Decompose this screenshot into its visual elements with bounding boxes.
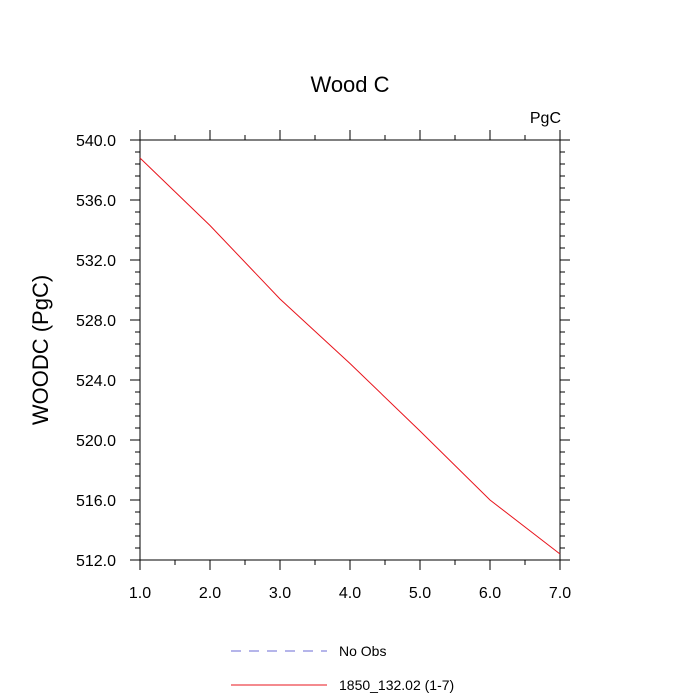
y-tick-label: 524.0 <box>76 373 116 390</box>
x-tick-label: 7.0 <box>549 585 571 602</box>
x-tick-label: 4.0 <box>339 585 361 602</box>
x-tick-label: 6.0 <box>479 585 501 602</box>
series-line-1 <box>139 157 561 555</box>
chart-title: Wood C <box>310 72 389 97</box>
units-label: PgC <box>530 110 561 127</box>
x-tick-label: 5.0 <box>409 585 431 602</box>
x-tick-labels: 1.0 2.0 3.0 4.0 5.0 6.0 7.0 <box>129 585 571 602</box>
legend: No Obs 1850_132.02 (1-7) <box>231 643 454 693</box>
x-tick-label: 3.0 <box>269 585 291 602</box>
y-tick-label: 532.0 <box>76 253 116 270</box>
y-tick-label: 540.0 <box>76 133 116 150</box>
legend-label-0: No Obs <box>339 643 386 659</box>
y-tick-label: 536.0 <box>76 193 116 210</box>
x-tick-label: 2.0 <box>199 585 221 602</box>
y-tick-label: 516.0 <box>76 493 116 510</box>
y-axis-label: WOODC (PgC) <box>28 275 53 425</box>
y-tick-labels: 512.0 516.0 520.0 524.0 528.0 532.0 536.0 540.0 <box>76 133 116 570</box>
y-tick-label: 520.0 <box>76 433 116 450</box>
axis-ticks <box>130 130 570 570</box>
plot-frame <box>139 139 561 561</box>
series-group <box>139 157 561 555</box>
legend-label-1: 1850_132.02 (1-7) <box>339 677 454 693</box>
y-tick-label: 512.0 <box>76 553 116 570</box>
y-tick-label: 528.0 <box>76 313 116 330</box>
x-tick-label: 1.0 <box>129 585 151 602</box>
